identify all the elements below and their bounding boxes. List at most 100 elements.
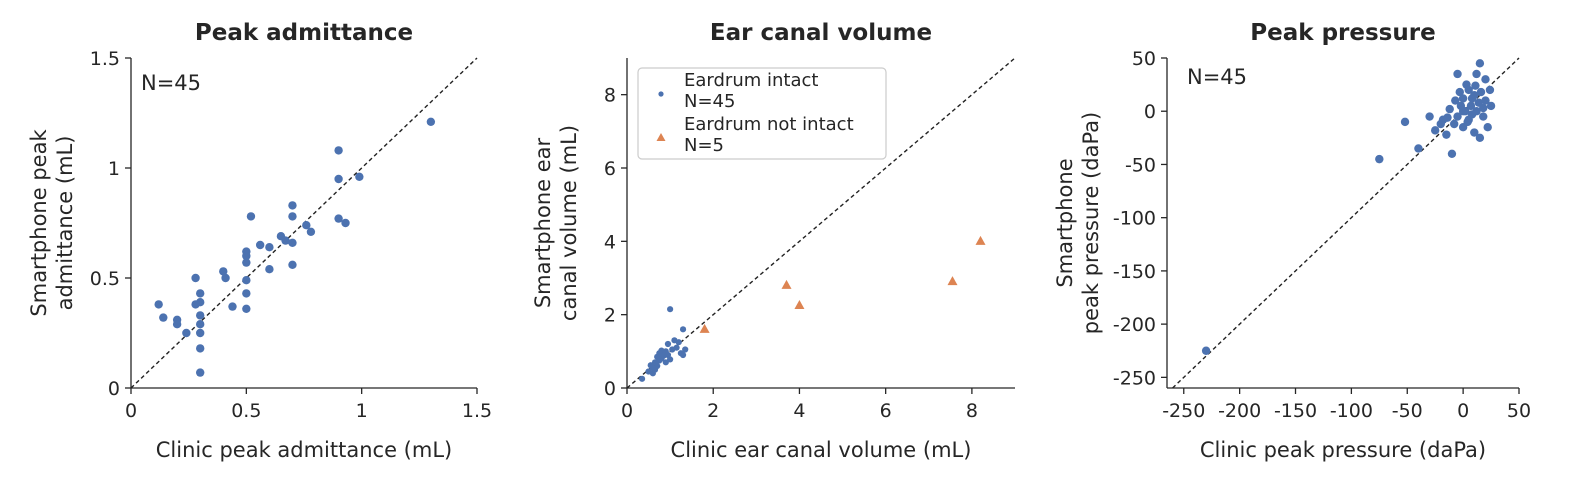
x-tick-label: -250 [1162, 400, 1205, 422]
data-point [1470, 128, 1479, 137]
data-point [1472, 69, 1481, 79]
data-point [172, 320, 182, 329]
data-point [1453, 69, 1462, 79]
y-tick-label: 1 [108, 158, 120, 180]
data-point [154, 300, 163, 309]
x-tick-label: 1.5 [462, 400, 492, 422]
data-point [1486, 101, 1496, 111]
data-point [1467, 94, 1477, 103]
data-point [675, 339, 682, 346]
data-point [947, 276, 958, 286]
y-tick-label: 0.5 [90, 268, 120, 290]
sample-size-annotation: N=45 [1187, 65, 1247, 89]
data-point [182, 328, 191, 338]
data-point [228, 302, 237, 311]
data-point [1400, 117, 1410, 127]
legend-count: N=45 [684, 91, 735, 112]
y-axis-label: Smartphone peak [27, 129, 51, 317]
data-point [246, 212, 256, 221]
data-point [1481, 96, 1490, 105]
data-point [1475, 133, 1485, 143]
data-point [255, 240, 265, 250]
chart-title: Ear canal volume [710, 20, 932, 46]
data-point [664, 340, 672, 348]
data-point [288, 212, 297, 221]
y-tick-label: -100 [1113, 208, 1156, 230]
data-point [1453, 112, 1462, 121]
y-tick-label: 50 [1132, 48, 1156, 70]
data-point [281, 236, 290, 245]
x-tick-label: 0 [125, 400, 137, 422]
data-point [1471, 81, 1480, 90]
data-point [1414, 144, 1423, 153]
x-tick-label: 1 [356, 400, 368, 422]
data-point [667, 306, 674, 313]
x-axis-label: Clinic peak pressure (daPa) [1200, 438, 1486, 462]
data-point [1375, 154, 1384, 164]
data-point [334, 214, 343, 223]
y-axis-label: admittance (mL) [53, 136, 77, 311]
sample-size-annotation: N=45 [141, 71, 201, 95]
x-tick-label: 0 [1457, 400, 1469, 422]
data-point [196, 311, 205, 320]
y-axis-label: Smartphone [1053, 158, 1077, 287]
legend-box [637, 67, 887, 160]
data-point [242, 258, 251, 267]
data-point [242, 276, 251, 285]
x-tick-label: -150 [1274, 400, 1317, 422]
chart-panel-3: Peak pressure-250 -200 -150 -100 -50 0 50-250-… [1053, 20, 1531, 462]
chart-panel-2: Ear canal volume 0 2 4 6 8 0 2 4 6 8 Clinic ear can… [531, 20, 1016, 462]
x-tick-label: 0.5 [231, 400, 261, 422]
data-point [1475, 59, 1485, 68]
data-point [1458, 107, 1468, 116]
data-point [1449, 119, 1459, 129]
data-point [1443, 113, 1452, 122]
x-tick-label: 2 [707, 400, 719, 422]
data-point [306, 227, 316, 236]
data-point [1425, 112, 1434, 121]
y-tick-label: -150 [1113, 261, 1156, 283]
data-point [1485, 85, 1495, 95]
data-point [673, 344, 680, 351]
chart-panel-1: Peak admittance 0 0.5 1 1.5 0 0.5 1 1.5 Clinic pe… [27, 20, 492, 462]
data-point [654, 362, 661, 370]
y-tick-label: 1.5 [90, 48, 120, 70]
data-point [1483, 122, 1492, 132]
data-point [242, 304, 251, 313]
x-tick-label: 4 [793, 400, 805, 422]
y-axis-label: Smartphone ear [531, 137, 555, 308]
data-point [196, 289, 205, 298]
data-point [196, 320, 205, 329]
data-point [334, 146, 343, 155]
data-point [1481, 75, 1490, 84]
data-point [679, 326, 687, 333]
x-axis-label: Clinic ear canal volume (mL) [671, 438, 972, 462]
data-point [196, 328, 205, 338]
data-point [302, 221, 311, 230]
data-point [679, 351, 687, 359]
data-point [265, 265, 274, 274]
data-point [1447, 149, 1457, 159]
chart-title: Peak admittance [195, 20, 413, 46]
data-point [159, 313, 168, 322]
data-point [1472, 107, 1481, 116]
y-axis-label: canal volume (mL) [557, 125, 581, 321]
data-point [196, 298, 205, 307]
identity-line [626, 57, 1016, 389]
y-tick-label: 0 [604, 378, 616, 400]
data-point [288, 201, 297, 210]
data-point [288, 238, 297, 247]
data-point [1455, 87, 1464, 97]
data-point [1442, 130, 1451, 139]
legend-marker [656, 133, 666, 141]
identity-line [1172, 57, 1520, 389]
data-point [219, 267, 228, 276]
y-tick-label: 4 [604, 231, 616, 253]
series-1 [638, 306, 689, 382]
data-point [426, 117, 436, 127]
data-point [196, 368, 205, 377]
data-point [1464, 85, 1473, 95]
data-point [1466, 101, 1476, 111]
data-point [781, 279, 792, 289]
